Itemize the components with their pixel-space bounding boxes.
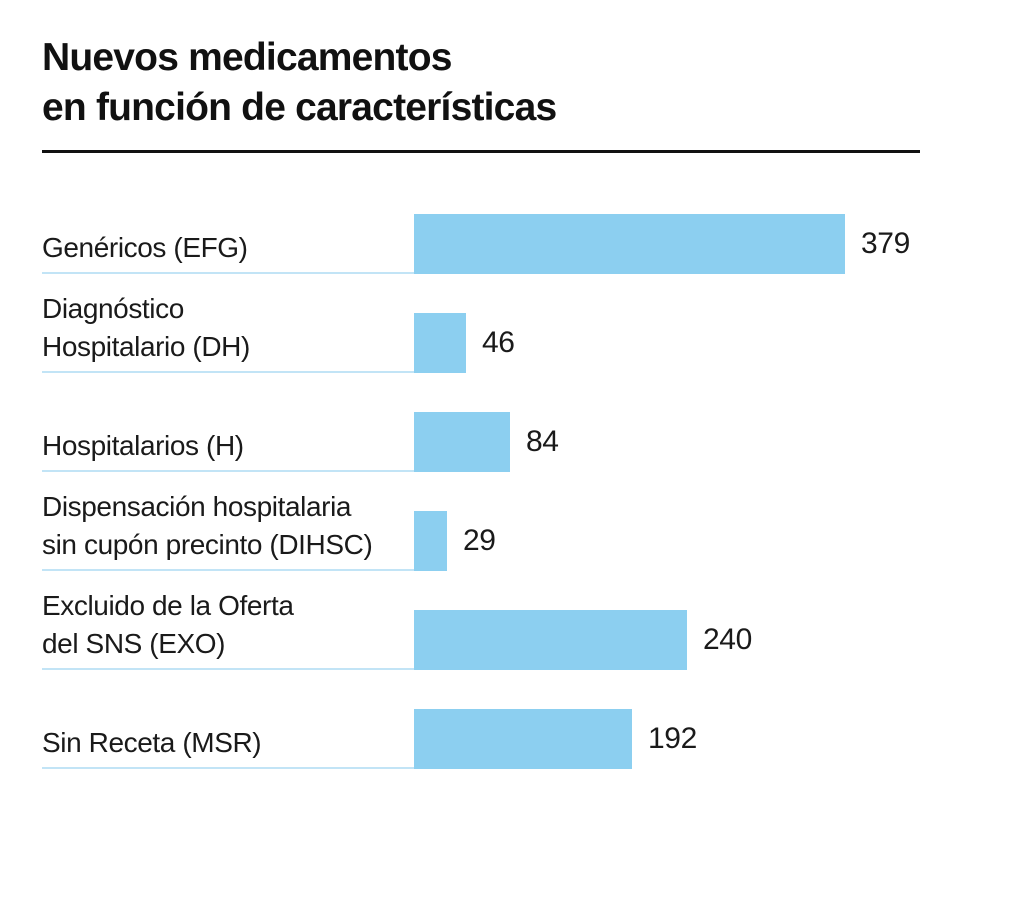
value-bar	[414, 610, 687, 670]
chart-title: Nuevos medicamentos en función de caract…	[42, 33, 557, 133]
value-label: 84	[526, 425, 559, 458]
chart-row: Genéricos (EFG) 379	[42, 175, 982, 274]
value-label: 192	[648, 722, 697, 755]
category-label-line: Hospitalarios (H)	[42, 430, 244, 461]
category-label: Excluido de la Oferta del SNS (EXO)	[42, 587, 294, 663]
category-label: Genéricos (EFG)	[42, 229, 248, 267]
row-baseline	[42, 371, 414, 373]
value-bar	[414, 511, 447, 571]
category-label-line: Genéricos (EFG)	[42, 232, 248, 263]
row-baseline	[42, 767, 414, 769]
category-label: Dispensación hospitalaria sin cupón preci…	[42, 488, 373, 564]
row-baseline	[42, 668, 414, 670]
chart-title-line-2: en función de características	[42, 86, 557, 129]
title-rule	[42, 150, 920, 153]
chart-row: Excluido de la Oferta del SNS (EXO) 240	[42, 571, 982, 670]
value-label: 46	[482, 326, 515, 359]
value-label: 240	[703, 623, 752, 656]
category-label-line: Excluido de la Oferta	[42, 590, 294, 621]
chart-title-line-1: Nuevos medicamentos	[42, 36, 452, 79]
value-bar	[414, 709, 632, 769]
category-label-line: Dispensación hospitalaria	[42, 491, 352, 522]
value-bar	[414, 412, 510, 472]
category-label: Diagnóstico Hospitalario (DH)	[42, 290, 250, 366]
category-label: Hospitalarios (H)	[42, 427, 244, 465]
category-label: Sin Receta (MSR)	[42, 724, 262, 762]
category-label-line: sin cupón precinto (DIHSC)	[42, 529, 373, 560]
value-bar	[414, 214, 845, 274]
chart-row: Sin Receta (MSR) 192	[42, 670, 982, 769]
chart-row: Dispensación hospitalaria sin cupón preci…	[42, 472, 982, 571]
value-label: 29	[463, 524, 496, 557]
bar-chart: Genéricos (EFG) 379 Diagnóstico Hospitala…	[42, 175, 982, 769]
value-bar	[414, 313, 466, 373]
row-baseline	[42, 569, 414, 571]
chart-row: Hospitalarios (H) 84	[42, 373, 982, 472]
category-label-line: Sin Receta (MSR)	[42, 727, 262, 758]
category-label-line: Diagnóstico	[42, 293, 184, 324]
row-baseline	[42, 272, 414, 274]
category-label-line: del SNS (EXO)	[42, 628, 226, 659]
chart-row: Diagnóstico Hospitalario (DH) 46	[42, 274, 982, 373]
value-label: 379	[861, 227, 910, 260]
row-baseline	[42, 470, 414, 472]
category-label-line: Hospitalario (DH)	[42, 331, 250, 362]
